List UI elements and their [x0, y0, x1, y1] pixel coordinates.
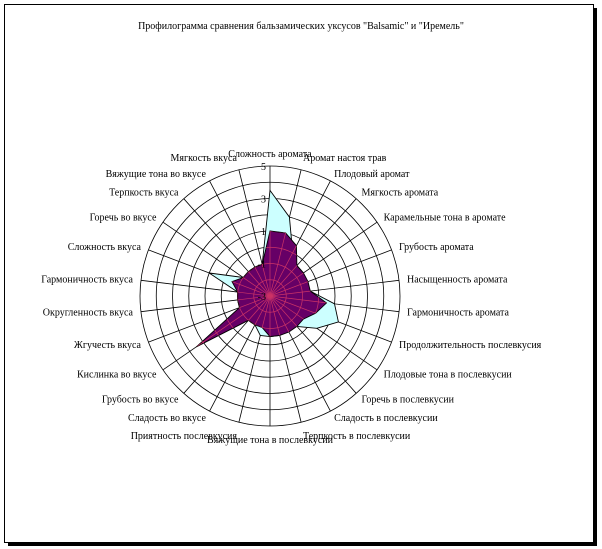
tick-label: -3	[258, 292, 266, 303]
overlay-spoke	[269, 295, 327, 313]
chart-title: Профилограмма сравнения бальзамических у…	[138, 21, 464, 32]
overlay-spoke	[209, 295, 271, 347]
overlay-spoke	[238, 295, 271, 347]
category-label: Мягкость аромата	[362, 188, 439, 199]
overlay-spoke	[269, 295, 327, 343]
category-label: Кислинка во вкусе	[77, 369, 157, 380]
frame-shadow-bottom	[8, 543, 597, 546]
category-label: Аромат настоя трав	[303, 153, 387, 164]
tick-label: 1	[261, 227, 266, 238]
category-label: Плодовые тона в послевкусии	[384, 369, 513, 380]
overlay-spoke	[269, 295, 302, 347]
category-label: Сложность вкуса	[68, 242, 142, 253]
tick-label: -1	[258, 260, 266, 271]
overlay-spoke	[196, 295, 271, 347]
category-label: Мягкость вкуса	[171, 153, 238, 164]
category-label: Сложность аромата	[228, 149, 312, 160]
category-label: Насыщенность аромата	[407, 274, 508, 285]
tick-label: 5	[261, 162, 266, 173]
category-label: Терпкость в послевкусии	[303, 431, 411, 442]
category-label: Округленность вкуса	[43, 308, 134, 319]
tick-label: 3	[261, 195, 266, 206]
overlay-spoke	[269, 295, 327, 347]
category-label: Вяжущие тона в послевкусии	[207, 435, 334, 446]
category-label: Плодовый аромат	[334, 169, 410, 180]
category-label: Горечь в послевкусии	[362, 394, 455, 405]
category-label: Вяжущие тона во вкусе	[106, 169, 207, 180]
category-label: Грубость аромата	[399, 242, 474, 253]
overlay-spoke	[269, 279, 327, 297]
category-label: Гармоничность вкуса	[41, 274, 133, 285]
category-label: Горечь во вкусе	[90, 213, 157, 224]
category-label: Карамельные тона в аромате	[384, 213, 507, 224]
category-label: Гармоничность аромата	[407, 308, 510, 319]
overlay-spoke	[269, 249, 327, 297]
category-label: Продолжительность послевкусия	[399, 340, 542, 351]
category-label: Грубость во вкусе	[102, 394, 179, 405]
frame-shadow-right	[594, 8, 597, 546]
category-label: Сладость в послевкусии	[334, 413, 438, 424]
category-label: Приятность послевкусия	[131, 431, 238, 442]
category-label: Жгучесть вкуса	[74, 340, 142, 351]
category-label: Терпкость вкуса	[109, 188, 179, 199]
category-label: Сладость во вкусе	[128, 413, 206, 424]
